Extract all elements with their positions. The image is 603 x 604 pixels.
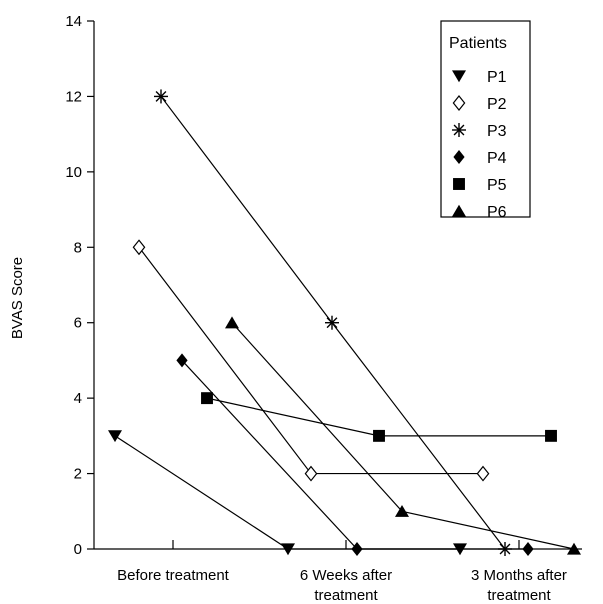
y-tick-label: 4 bbox=[74, 390, 82, 407]
axes: 0 2 4 6 8 10 12 14 Before treatment 6 Weeks after… bbox=[65, 13, 582, 604]
legend-marker-p1 bbox=[452, 70, 466, 83]
x-tick-label: Before treatment bbox=[117, 567, 230, 584]
point-p2-2 bbox=[304, 465, 318, 482]
point-p4-1 bbox=[176, 353, 188, 368]
y-tick-label: 2 bbox=[74, 466, 82, 483]
series-markers bbox=[108, 89, 581, 556]
series-line-p2 bbox=[138, 246, 483, 475]
point-p6-2 bbox=[395, 504, 409, 517]
legend-label-p5: P5 bbox=[487, 177, 507, 194]
point-p5-3 bbox=[545, 429, 557, 442]
legend-marker-p6 bbox=[452, 204, 466, 217]
legend: Patients P1 P2 P3 P4 P5 P6 bbox=[440, 20, 531, 221]
point-p4-3 bbox=[522, 542, 534, 556]
y-tick-label: 14 bbox=[65, 13, 82, 30]
point-p4-2 bbox=[351, 542, 363, 556]
point-p6-1 bbox=[225, 316, 239, 329]
point-p3-3 bbox=[498, 542, 512, 556]
point-p3-2 bbox=[325, 315, 339, 330]
series-line-p4 bbox=[181, 360, 528, 550]
legend-marker-p2 bbox=[452, 95, 466, 111]
legend-label-p3: P3 bbox=[487, 123, 507, 140]
legend-marker-p4 bbox=[453, 150, 465, 164]
series-line-p1 bbox=[114, 435, 460, 550]
y-tick-label: 10 bbox=[65, 164, 82, 181]
point-p3-1 bbox=[154, 89, 168, 104]
x-tick-label: 3 Months after treatment bbox=[471, 567, 567, 604]
point-p1-2 bbox=[281, 543, 295, 556]
point-p6-3 bbox=[567, 542, 581, 555]
legend-label-p6: P6 bbox=[487, 204, 507, 221]
point-p5-2 bbox=[373, 429, 385, 442]
legend-marker-p3 bbox=[452, 123, 466, 137]
point-p1-3 bbox=[453, 543, 467, 556]
x-tick-label: 6 Weeks after treatment bbox=[300, 567, 392, 604]
legend-label-p2: P2 bbox=[487, 96, 507, 113]
legend-title: Patients bbox=[449, 35, 507, 52]
point-p1-1 bbox=[108, 430, 122, 443]
y-tick-label: 8 bbox=[74, 239, 82, 256]
legend-label-p1: P1 bbox=[487, 69, 507, 86]
y-tick-label: 0 bbox=[74, 541, 82, 558]
legend-label-p4: P4 bbox=[487, 150, 507, 167]
y-tick-label: 12 bbox=[65, 88, 82, 105]
y-tick-label: 6 bbox=[74, 315, 82, 332]
y-axis-label: BVAS Score bbox=[9, 257, 26, 339]
legend-marker-p5 bbox=[453, 178, 465, 190]
point-p2-3 bbox=[476, 465, 490, 482]
point-p2-1 bbox=[132, 239, 146, 256]
point-p5-1 bbox=[201, 392, 213, 405]
